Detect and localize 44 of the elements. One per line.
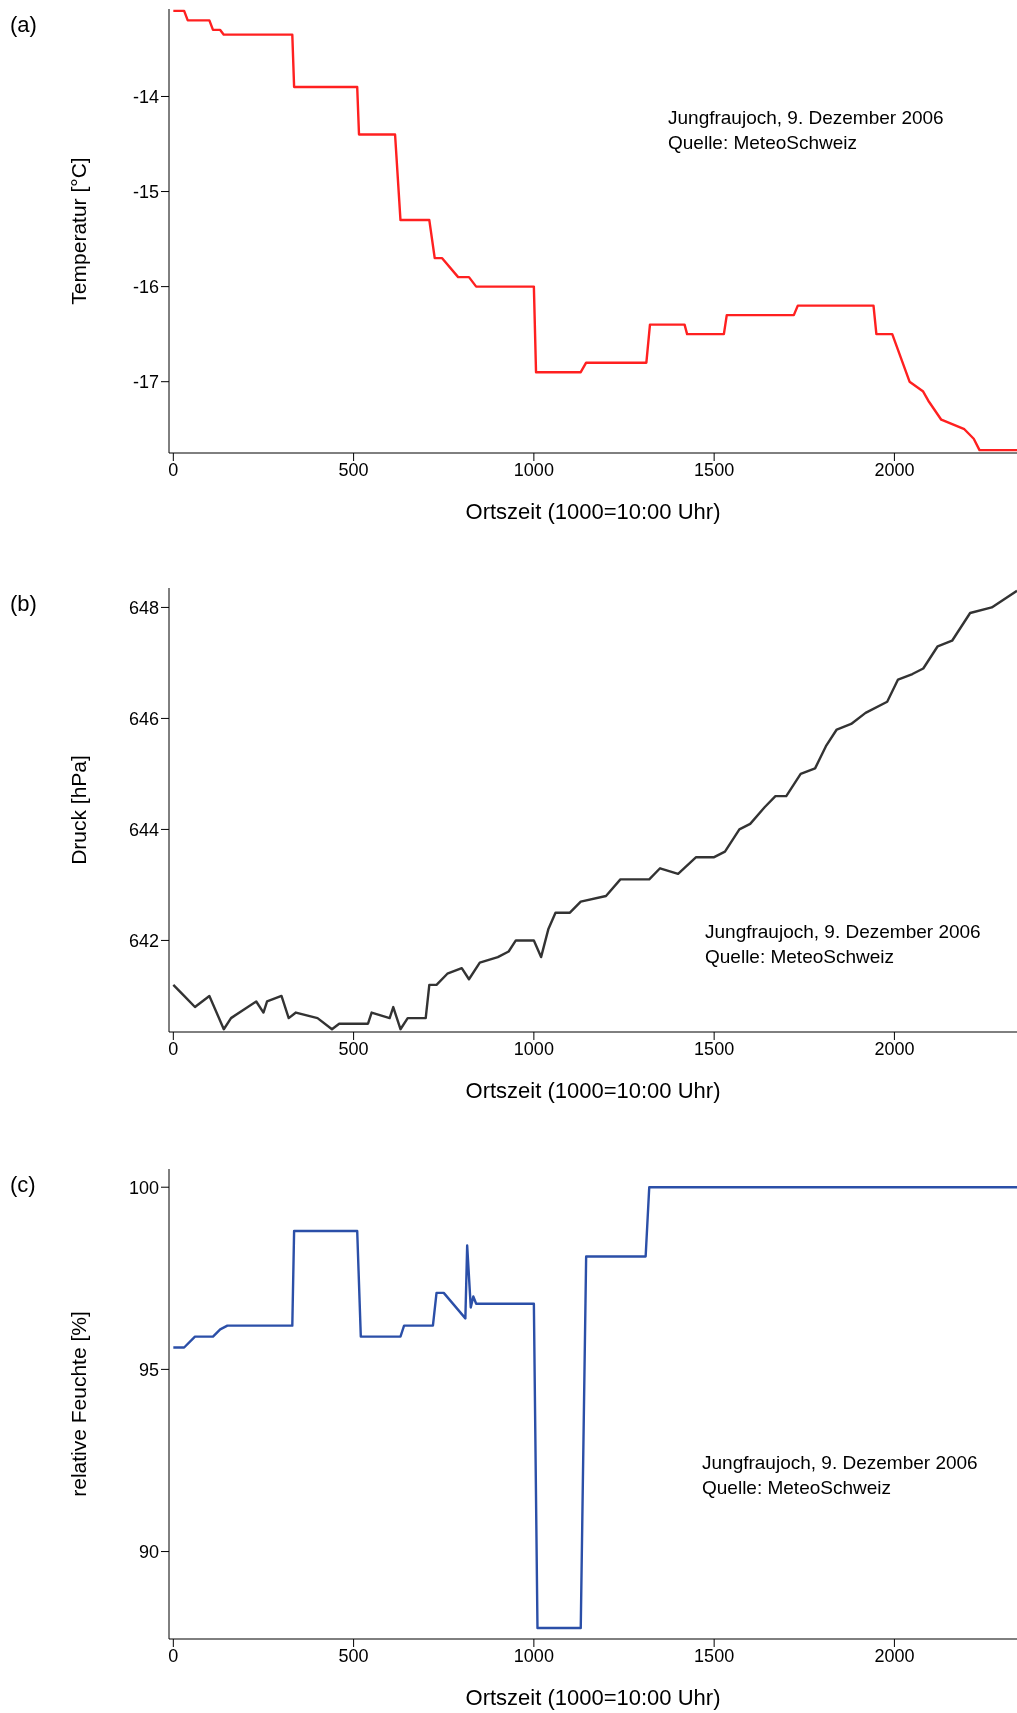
annotation: Quelle: MeteoSchweiz [668,131,859,155]
annotation: Jungfraujoch, 9. Dezember 2006 [702,1451,978,1475]
y-axis-title: relative Feuchte [%] [66,1311,90,1497]
text: (a) [10,12,37,38]
line-series [172,9,1017,452]
y-tick-label: 100 [128,1177,159,1198]
x-tick-label: 2000 [874,459,915,480]
x-tick-label: 2000 [874,1038,915,1059]
x-tick-label: 0 [168,1038,179,1059]
annotation: Jungfraujoch, 9. Dezember 2006 [668,106,944,130]
x-tick-label: 1000 [513,1645,554,1666]
y-tick-label: -17 [132,372,159,393]
x-tick-label: 1000 [513,1038,554,1059]
y-tick-label: -16 [132,277,159,298]
x-tick-label: 1500 [694,1645,735,1666]
y-tick-label: 646 [128,708,159,729]
y-axis-title: Druck [hPa] [66,755,90,865]
x-tick-label: 0 [168,459,179,480]
x-axis-title: Ortszeit (1000=10:00 Uhr) [465,499,721,524]
y-tick-label: 642 [128,930,159,951]
text: (c) [10,1172,36,1198]
x-tick-label: 500 [338,459,369,480]
y-tick-label: 95 [138,1359,159,1380]
x-tick-label: 1500 [694,1038,735,1059]
x-axis-title: Ortszeit (1000=10:00 Uhr) [465,1685,721,1710]
annotation: Quelle: MeteoSchweiz [705,945,896,969]
y-tick-label: 90 [138,1541,159,1562]
line-series [172,589,1017,1031]
y-tick-label: 648 [128,597,159,618]
x-tick-label: 500 [338,1645,369,1666]
x-tick-label: 500 [338,1038,369,1059]
y-tick-label: 644 [128,819,159,840]
annotation: Jungfraujoch, 9. Dezember 2006 [705,920,981,944]
y-tick-label: -15 [132,181,159,202]
text: (b) [10,591,37,617]
y-axis-title: Temperatur [°C] [66,157,90,305]
x-tick-label: 1500 [694,459,735,480]
annotation: Quelle: MeteoSchweiz [702,1476,893,1500]
y-tick-label: -14 [132,86,159,107]
x-tick-label: 1000 [513,459,554,480]
x-axis-title: Ortszeit (1000=10:00 Uhr) [465,1078,721,1103]
line-series [172,1186,1017,1630]
x-tick-label: 2000 [874,1645,915,1666]
x-tick-label: 0 [168,1645,179,1666]
